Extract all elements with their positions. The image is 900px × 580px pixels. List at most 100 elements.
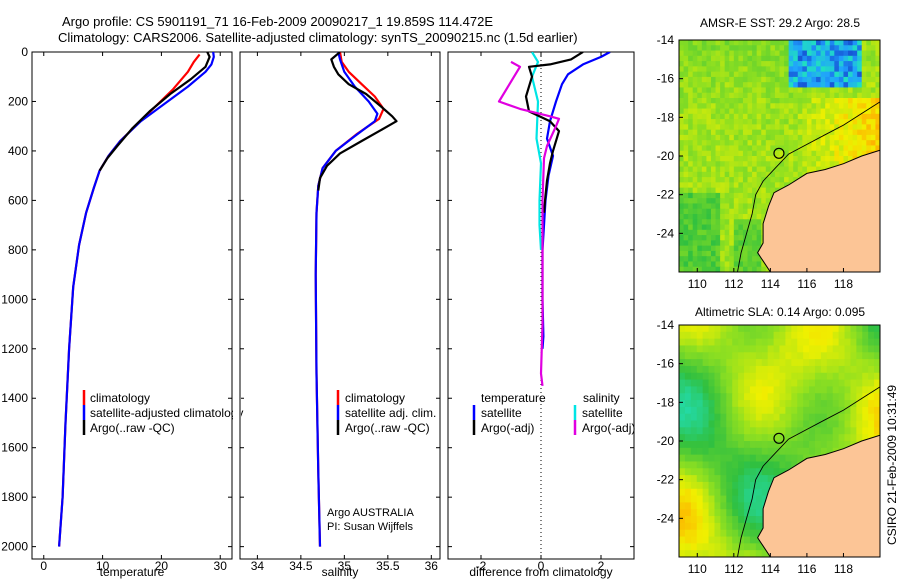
map-cell <box>809 413 816 422</box>
map-cell <box>784 150 790 157</box>
sla-map: 110 112 114 116 118-14-16-18-20-22-24 <box>657 318 881 576</box>
map-cell <box>788 103 794 110</box>
map-cell <box>733 134 739 141</box>
plot-frame <box>31 51 233 560</box>
map-cell <box>791 372 798 381</box>
map-cell <box>701 256 708 263</box>
map-cell <box>679 529 686 538</box>
map-cell <box>756 134 762 141</box>
map-y-tick-label: -24 <box>657 226 675 240</box>
map-cell <box>820 372 828 381</box>
map-cell <box>802 119 808 125</box>
map-cell <box>688 92 694 99</box>
map-cell <box>755 529 763 538</box>
map-cell <box>820 129 826 136</box>
map-cell <box>697 103 703 110</box>
map-cell <box>742 266 749 272</box>
map-cell <box>720 522 727 531</box>
map-cell <box>868 393 875 401</box>
map-cell <box>814 325 822 333</box>
map-cell <box>761 61 767 67</box>
map-cell <box>747 119 753 125</box>
map-cell <box>770 156 776 162</box>
map-cell <box>697 177 703 183</box>
map-cell <box>752 82 758 89</box>
map-cell <box>829 124 835 131</box>
map-cell <box>715 40 721 46</box>
map-cell <box>875 113 880 120</box>
map-cell <box>820 87 826 94</box>
map-cell <box>732 447 739 456</box>
map-cell <box>715 71 721 78</box>
map-cell <box>692 256 698 263</box>
map-cell <box>696 331 704 340</box>
map-cell <box>690 393 698 401</box>
map-cell <box>843 124 849 131</box>
map-cell <box>767 468 775 476</box>
map-cell <box>797 92 803 99</box>
map-cell <box>779 447 787 456</box>
map-cell <box>696 468 704 476</box>
map-cell <box>742 229 749 236</box>
map-cell <box>726 495 733 504</box>
map-cell <box>708 550 716 557</box>
map-cell <box>848 61 854 67</box>
map-cell <box>714 536 721 544</box>
map-cell <box>729 208 735 215</box>
map-cell <box>765 156 771 162</box>
map-cell <box>738 481 745 490</box>
y-tick-label: 400 <box>8 144 28 158</box>
map-cell <box>755 406 763 415</box>
legend-argo: Argo(..raw -QC) <box>345 421 430 435</box>
map-cell <box>701 250 708 257</box>
map-cell <box>856 427 863 435</box>
map-cell <box>793 145 799 152</box>
map-cell <box>724 98 730 104</box>
map-cell <box>806 103 813 110</box>
map-cell <box>850 331 857 340</box>
map-cell <box>679 516 686 524</box>
map-cell <box>688 245 694 252</box>
land-mass <box>757 434 880 557</box>
map-cell <box>720 214 726 220</box>
map-cell <box>875 134 880 141</box>
map-cell <box>720 352 727 360</box>
map-cell <box>724 103 730 110</box>
map-cell <box>697 250 703 257</box>
map-cell <box>696 461 704 469</box>
map-cell <box>814 365 822 374</box>
map-cell <box>811 161 817 168</box>
map-cell <box>729 250 735 257</box>
map-cell <box>690 386 698 394</box>
map-cell <box>785 338 792 347</box>
map-cell <box>702 550 710 557</box>
map-cell <box>744 475 751 483</box>
map-cell <box>791 441 798 449</box>
map-cell <box>726 516 733 524</box>
map-cell <box>844 393 852 401</box>
map-cell <box>692 261 698 268</box>
map-cell <box>692 192 698 199</box>
map-cell <box>834 140 840 147</box>
map-cell <box>742 192 749 199</box>
map-cell <box>806 129 813 136</box>
map-cell <box>770 124 776 131</box>
map-cell <box>688 134 694 141</box>
map-cell <box>829 129 835 136</box>
map-cell <box>708 488 716 497</box>
map-cell <box>788 76 794 83</box>
map-cell <box>797 82 803 89</box>
map-cell <box>802 82 808 89</box>
map-cell <box>752 92 758 99</box>
map-cell <box>862 365 869 374</box>
map-cell <box>767 393 775 401</box>
map-cell <box>875 87 880 94</box>
map-cell <box>779 359 787 367</box>
map-cell <box>774 134 781 141</box>
map-cell <box>683 192 689 199</box>
map-cell <box>706 224 712 231</box>
map-cell <box>806 150 813 157</box>
map-cell <box>738 393 745 401</box>
map-cell <box>729 124 735 131</box>
map-cell <box>683 61 689 67</box>
